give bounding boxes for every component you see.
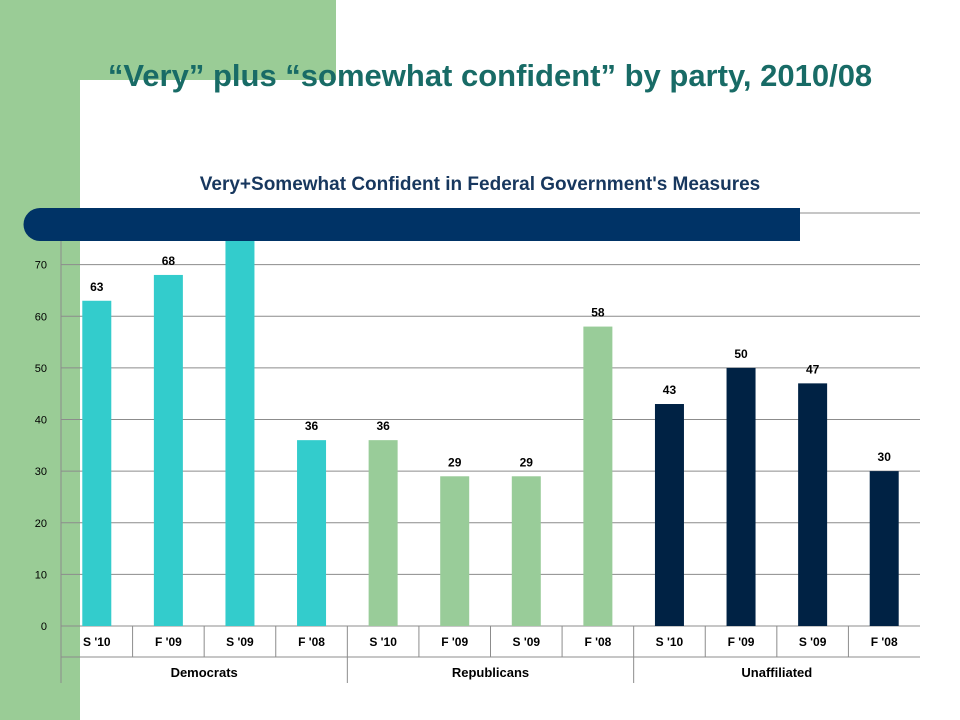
bar xyxy=(869,471,899,626)
bar xyxy=(297,440,327,626)
x-tick-label: F '09 xyxy=(155,635,182,649)
data-label: 68 xyxy=(162,254,176,268)
x-tick-label: S '09 xyxy=(513,635,541,649)
data-label: 29 xyxy=(448,455,462,469)
bar xyxy=(440,476,470,626)
group-label: Democrats xyxy=(171,665,238,680)
y-tick-label: 10 xyxy=(35,569,47,581)
bar xyxy=(225,233,255,626)
bar xyxy=(654,404,684,626)
bar xyxy=(583,326,613,626)
x-tick-label: S '09 xyxy=(799,635,827,649)
chart-title: Very+Somewhat Confident in Federal Gover… xyxy=(199,174,761,195)
y-tick-label: 50 xyxy=(35,363,47,375)
banner-bar xyxy=(23,208,801,241)
group-label: Republicans xyxy=(452,665,529,680)
y-tick-label: 20 xyxy=(35,518,47,530)
data-label: 36 xyxy=(376,419,390,433)
bar xyxy=(153,274,183,626)
data-label: 29 xyxy=(520,455,534,469)
y-tick-label: 60 xyxy=(35,311,47,323)
bar xyxy=(82,300,112,626)
x-tick-label: S '10 xyxy=(369,635,397,649)
background-accent-left xyxy=(0,0,80,720)
data-label: 30 xyxy=(878,450,892,464)
x-tick-label: F '08 xyxy=(584,635,611,649)
bar xyxy=(726,367,756,626)
x-tick-label: S '09 xyxy=(226,635,254,649)
y-tick-label: 0 xyxy=(41,621,47,633)
data-label: 43 xyxy=(663,383,677,397)
slide-title: “Very” plus “somewhat confident” by part… xyxy=(107,58,873,93)
data-label: 47 xyxy=(806,362,820,376)
background-accent-top xyxy=(0,0,336,80)
x-tick-label: F '09 xyxy=(441,635,468,649)
x-tick-label: S '10 xyxy=(83,635,111,649)
y-tick-label: 40 xyxy=(35,415,47,427)
x-tick-label: F '08 xyxy=(298,635,325,649)
x-tick-label: S '10 xyxy=(656,635,684,649)
bar xyxy=(511,476,541,626)
group-label: Unaffiliated xyxy=(741,665,812,680)
y-tick-label: 30 xyxy=(35,466,47,478)
bar xyxy=(368,440,398,626)
data-label: 58 xyxy=(591,306,605,320)
x-tick-label: F '08 xyxy=(871,635,898,649)
bar xyxy=(798,383,828,626)
data-label: 36 xyxy=(305,419,319,433)
y-tick-label: 70 xyxy=(35,260,47,272)
x-tick-label: F '09 xyxy=(728,635,755,649)
data-label: 63 xyxy=(90,280,104,294)
data-label: 50 xyxy=(734,347,748,361)
